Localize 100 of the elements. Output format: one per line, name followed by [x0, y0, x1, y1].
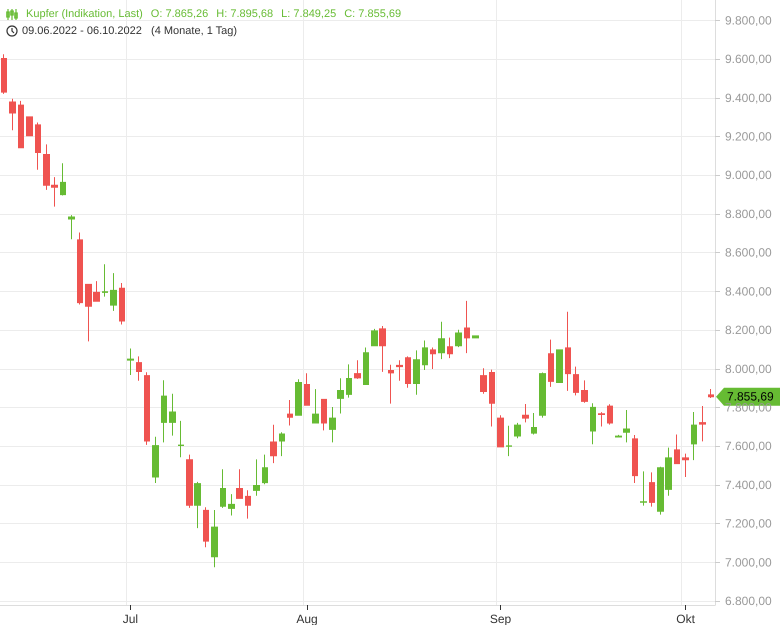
candlestick: [144, 372, 150, 446]
candlestick: [35, 122, 41, 170]
candlestick: [329, 406, 336, 443]
candlestick: [304, 372, 310, 406]
candlestick: [194, 481, 201, 529]
candlestick: [270, 424, 277, 464]
candlestick: [396, 360, 403, 382]
candlestick: [152, 436, 159, 484]
candlestick: [489, 369, 495, 427]
text: Kupfer (Indikation, Last): [26, 7, 143, 22]
candlestick: [581, 380, 588, 404]
candlestick: [203, 506, 209, 548]
candlestick: [346, 364, 352, 398]
candlestick: [497, 414, 504, 448]
candlestick: [136, 356, 142, 382]
text: 09.06.2022 - 06.10.2022 (4 Monate, 1 Tag): [22, 24, 238, 39]
candlestick: [18, 100, 24, 148]
candlestick: [77, 232, 83, 306]
y-tick-label: 6.800,00: [725, 594, 772, 608]
candlestick: [514, 422, 521, 439]
candlestick: [102, 264, 108, 298]
y-tick-label: 7.400,00: [725, 478, 772, 492]
candlestick: [68, 214, 75, 240]
candlestick: [1, 54, 7, 94]
candlestick: [363, 347, 369, 385]
candlestick: [60, 162, 66, 196]
candlestick: [371, 328, 378, 346]
candlestick: [405, 356, 411, 388]
candlestick: [674, 434, 680, 464]
candlestick: [119, 282, 125, 325]
candlestick: [379, 326, 386, 372]
y-tick-label: 9.200,00: [725, 129, 772, 144]
candlestick: [228, 494, 235, 516]
y-tick-label: 9.800,00: [725, 13, 772, 28]
candlestick: [438, 321, 445, 360]
candlestick: [649, 472, 655, 508]
candlestick: [354, 360, 361, 380]
candlestick: [245, 490, 251, 520]
y-tick-label: 8.000,00: [725, 362, 772, 376]
candlestick: [464, 300, 470, 354]
candlestick: [220, 468, 226, 508]
candlestick: [253, 458, 260, 496]
candlestick: [598, 412, 605, 427]
candlestick: [607, 404, 613, 426]
candlestick: [455, 329, 462, 348]
candlestick: [430, 347, 436, 370]
candlestick: [615, 434, 622, 438]
text: 7.855,69: [727, 390, 774, 404]
y-tick-label: 8.200,00: [725, 323, 772, 338]
candlestick: [531, 412, 537, 435]
annotation: C: 7.855,69: [344, 7, 402, 22]
candlestick: [211, 509, 218, 568]
candlestick: [556, 349, 563, 384]
candlestick: [186, 454, 193, 508]
x-tick-label: Okt: [676, 612, 696, 625]
candlestick: [161, 380, 167, 443]
y-tick-label: 9.400,00: [725, 90, 772, 105]
candlestick: [480, 368, 487, 394]
y-tick-label: 7.600,00: [725, 439, 772, 454]
candlestick: [169, 393, 176, 436]
candlestick: [522, 404, 529, 423]
candlestick: [422, 340, 428, 370]
y-tick-label: 8.800,00: [725, 206, 772, 221]
candlestick: [447, 337, 453, 359]
candlestick: [472, 335, 479, 338]
candlestick: [321, 398, 327, 431]
y-tick-label: 9.600,00: [725, 52, 772, 66]
candlestick: [287, 399, 293, 426]
candlestick: [573, 366, 579, 396]
candlestick: [708, 388, 714, 398]
candlestick: [539, 372, 546, 418]
candlestick: [388, 364, 394, 404]
y-tick-label: 7.200,00: [725, 516, 772, 531]
candlestick: [413, 350, 420, 396]
annotation: L: 7.849,25: [281, 7, 336, 22]
candlestick: [312, 388, 319, 424]
candlestick: [262, 454, 268, 485]
candlestick: [26, 116, 33, 136]
candlestick: [590, 402, 596, 445]
candlestick: [548, 339, 554, 388]
y-tick-label: 9.000,00: [725, 168, 772, 182]
y-tick-label: 8.600,00: [725, 246, 772, 260]
y-tick-label: 7.000,00: [725, 555, 772, 570]
candlestick: [295, 378, 302, 416]
candlestick: [640, 470, 647, 506]
candlestick: [110, 272, 117, 312]
annotation: O: 7.865,26: [150, 7, 208, 22]
annotation: H: 7.895,68: [216, 7, 274, 22]
candlestick: [632, 434, 638, 484]
candlestick: [565, 311, 571, 392]
candlestick: [506, 425, 512, 457]
candlestick: [236, 468, 243, 499]
candlestick: [682, 453, 689, 478]
x-tick-label: Jul: [122, 612, 138, 625]
y-tick-label: 8.400,00: [725, 284, 772, 298]
candlestick: [127, 348, 134, 376]
candlestick: [691, 411, 697, 461]
candlestick: [623, 410, 630, 443]
candlestick: [337, 378, 344, 414]
candlestick: [699, 405, 706, 442]
